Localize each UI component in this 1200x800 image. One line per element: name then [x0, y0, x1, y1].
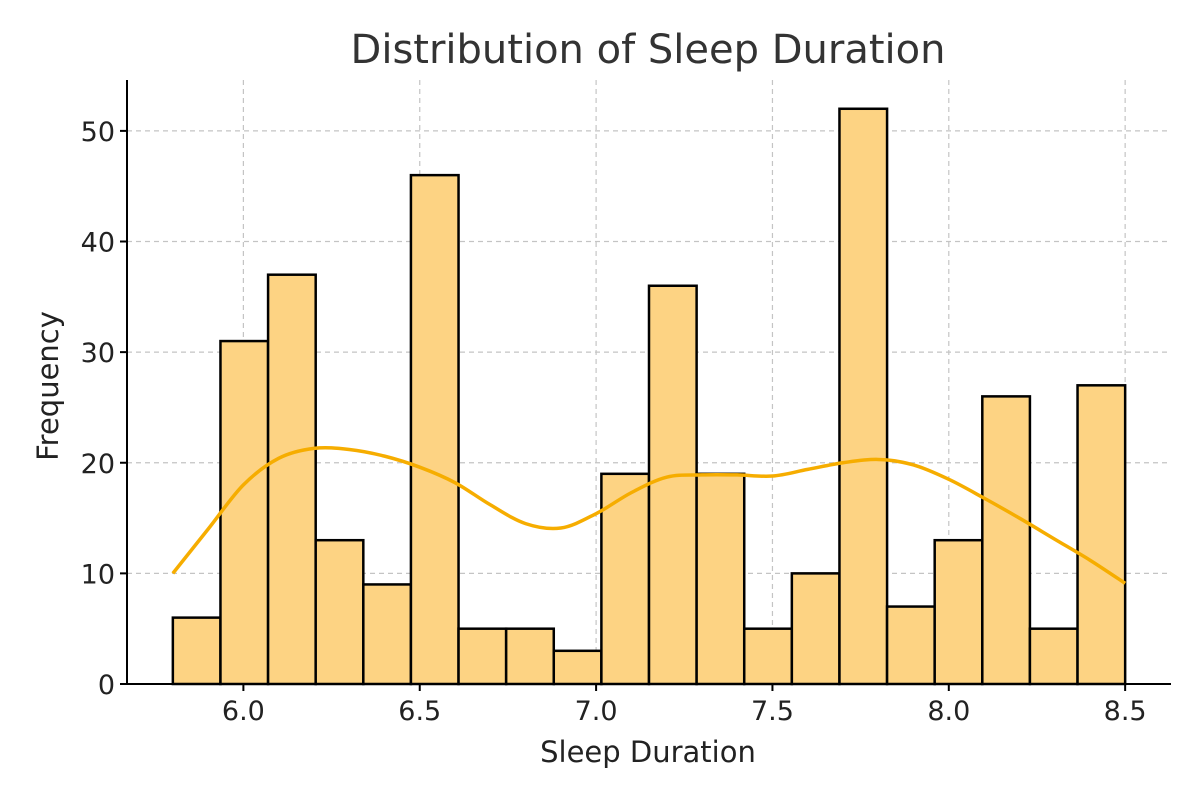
x-tick-label: 6.5 — [398, 696, 441, 727]
y-tick-label: 50 — [81, 117, 115, 148]
bars — [171, 107, 1127, 686]
histogram-bar — [600, 472, 651, 686]
histogram-bar — [219, 339, 270, 686]
histogram-bar — [838, 107, 889, 686]
x-tick-label: 7.5 — [751, 696, 794, 727]
x-tick-label: 7.0 — [575, 696, 618, 727]
chart-title: Distribution of Sleep Duration — [351, 27, 946, 73]
histogram-bar — [457, 627, 508, 686]
histogram-bar — [171, 616, 222, 686]
histogram-bar — [552, 649, 603, 686]
y-tick-label: 30 — [81, 338, 115, 369]
x-axis-ticks: 6.0 6.5 7.0 7.5 8.0 8.5 — [222, 684, 1147, 727]
kde-curve — [171, 445, 1127, 585]
histogram-bar — [266, 273, 317, 686]
x-axis-label: Sleep Duration — [540, 735, 756, 769]
x-tick-label: 8.0 — [927, 696, 970, 727]
kde-layer — [171, 445, 1127, 585]
histogram-bar — [981, 395, 1032, 686]
histogram-bar — [314, 538, 365, 686]
histogram-bar — [695, 472, 746, 686]
histogram-bar — [1028, 627, 1079, 686]
y-axis-label: Frequency — [31, 311, 65, 461]
y-tick-label: 0 — [98, 670, 115, 701]
histogram-bar — [885, 605, 936, 686]
histogram-bar — [647, 284, 698, 686]
x-tick-label: 6.0 — [222, 696, 265, 727]
y-tick-label: 20 — [81, 449, 115, 480]
histogram-bar — [742, 627, 794, 686]
x-tick-label: 8.5 — [1104, 696, 1147, 727]
histogram-bar — [409, 173, 460, 686]
histogram-bar — [933, 538, 984, 686]
histogram-bar — [1076, 384, 1127, 686]
y-tick-label: 40 — [81, 228, 115, 259]
histogram-bar — [362, 583, 413, 686]
histogram-bar — [504, 627, 556, 686]
histogram-bar — [790, 572, 841, 686]
y-tick-label: 10 — [81, 559, 115, 590]
y-axis-ticks: 0 10 20 30 40 50 — [81, 117, 127, 701]
axes — [126, 80, 1171, 685]
